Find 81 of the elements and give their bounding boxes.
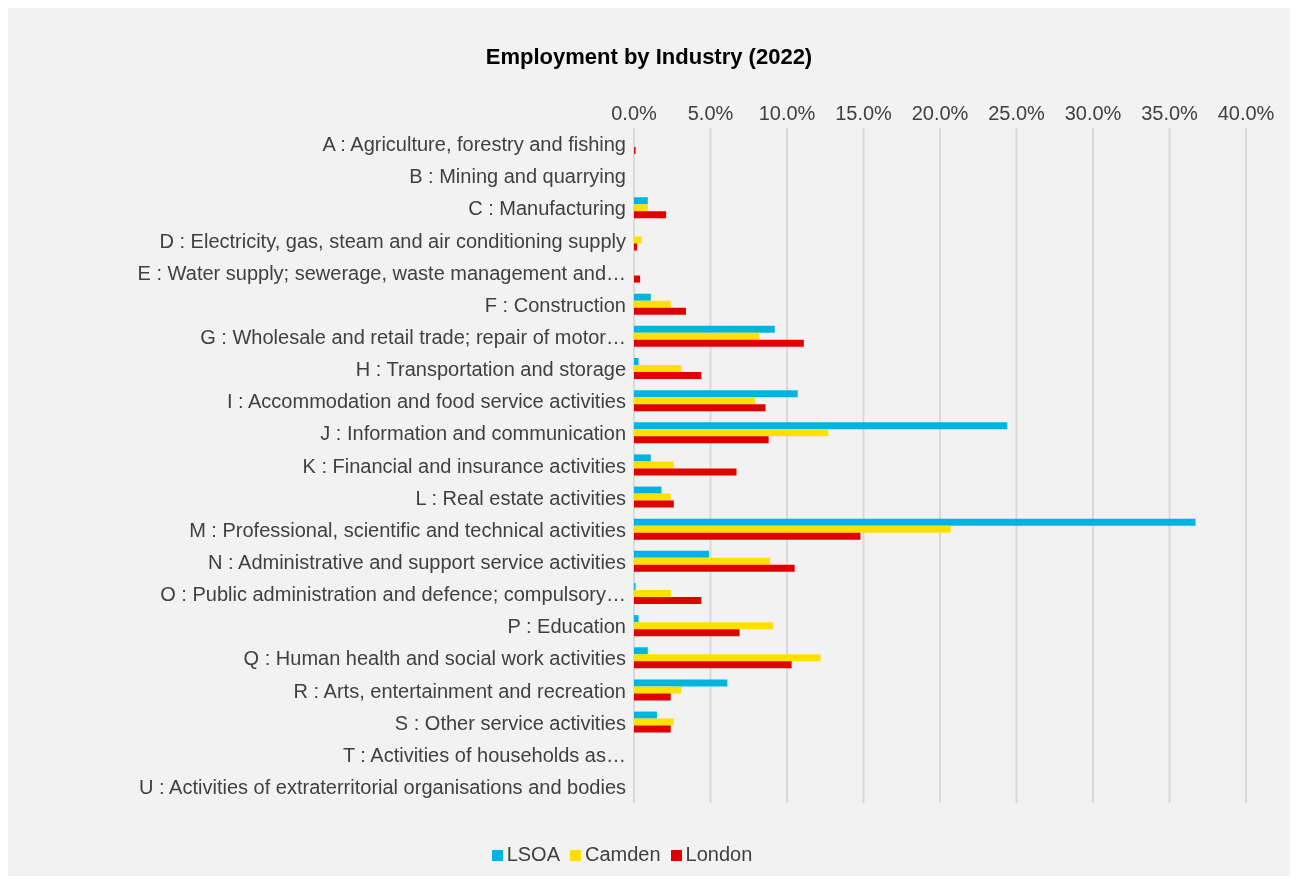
y-tick-label: U : Activities of extraterritorial organisations and bodies — [139, 776, 626, 799]
bar — [634, 493, 671, 501]
bar — [634, 275, 641, 283]
bar — [634, 325, 775, 333]
bar — [634, 422, 1008, 430]
bar — [634, 711, 657, 719]
bar — [634, 358, 639, 365]
x-tick-label: 25.0% — [988, 102, 1046, 124]
x-tick-label: 10.0% — [758, 102, 816, 124]
legend-label: Camden — [585, 843, 661, 865]
y-tick-label: B : Mining and quarrying — [409, 165, 626, 188]
bar — [634, 725, 671, 733]
bar — [634, 518, 1196, 526]
y-tick-label: I : Accommodation and food service activities — [226, 390, 626, 413]
bar — [634, 679, 728, 687]
bar — [634, 693, 671, 701]
y-tick-label: A : Agriculture, forestry and fishing — [322, 133, 626, 156]
y-tick-label: L : Real estate activities — [415, 486, 626, 509]
bar — [634, 590, 671, 597]
bar — [634, 557, 771, 565]
legend-label: London — [685, 843, 753, 865]
y-tick-label: T : Activities of households as… — [342, 743, 626, 766]
bar — [634, 468, 737, 476]
bar — [634, 390, 798, 398]
bar — [634, 686, 682, 694]
x-tick-label: 5.0% — [687, 102, 734, 124]
y-tick-label: Q : Human health and social work activities — [243, 647, 626, 670]
bar — [634, 461, 674, 469]
bar — [634, 307, 687, 315]
bar — [634, 404, 766, 412]
bar — [634, 243, 638, 251]
bar — [634, 661, 792, 669]
bar — [634, 397, 755, 405]
bar — [634, 564, 795, 572]
bar — [634, 454, 651, 462]
bar — [634, 372, 702, 379]
bar — [634, 204, 648, 212]
x-tick-label: 30.0% — [1064, 102, 1122, 124]
bar — [634, 532, 861, 540]
x-tick-label: 35.0% — [1141, 102, 1199, 124]
bar — [634, 597, 702, 604]
bar — [634, 615, 639, 623]
x-tick-label: 20.0% — [911, 102, 969, 124]
y-tick-label: J : Information and communication — [320, 422, 626, 445]
bar — [634, 500, 674, 508]
bar — [634, 550, 709, 558]
x-tick-label: 0.0% — [611, 102, 658, 124]
bar — [634, 647, 648, 655]
y-tick-label: H : Transportation and storage — [355, 358, 626, 381]
bar — [634, 197, 648, 205]
bar — [634, 429, 829, 437]
y-tick-label: K : Financial and insurance activities — [302, 454, 626, 477]
y-tick-label: R : Arts, entertainment and recreation — [293, 679, 626, 702]
y-tick-label: N : Administrative and support service activities — [208, 551, 626, 574]
legend-label: LSOA — [506, 843, 560, 865]
bar — [634, 622, 774, 630]
bar — [634, 718, 674, 726]
bar — [634, 339, 804, 347]
bar — [634, 211, 667, 219]
bar — [634, 332, 760, 340]
bar — [634, 486, 662, 494]
bar — [634, 654, 821, 662]
y-tick-label: P : Education — [507, 615, 626, 638]
y-tick-label: O : Public administration and defence; compulsory… — [160, 583, 626, 606]
bar — [634, 436, 769, 444]
x-tick-label: 15.0% — [835, 102, 893, 124]
x-tick-label: 40.0% — [1217, 102, 1275, 124]
y-tick-label: C : Manufacturing — [468, 197, 626, 220]
y-tick-label: E : Water supply; sewerage, waste management and… — [137, 261, 626, 284]
bar — [634, 525, 951, 533]
bar — [634, 293, 651, 301]
y-tick-label: M : Professional, scientific and technical activities — [189, 518, 626, 541]
y-tick-label: G : Wholesale and retail trade; repair of motor… — [200, 326, 626, 349]
chart-title: Employment by Industry (2022) — [484, 44, 814, 70]
bar — [634, 236, 642, 244]
y-tick-label: S : Other service activities — [394, 711, 626, 734]
bar — [634, 365, 682, 372]
bar — [634, 629, 740, 637]
y-tick-label: D : Electricity, gas, steam and air conditioning supply — [159, 229, 626, 252]
y-tick-label: F : Construction — [484, 293, 626, 316]
bar — [634, 300, 671, 308]
